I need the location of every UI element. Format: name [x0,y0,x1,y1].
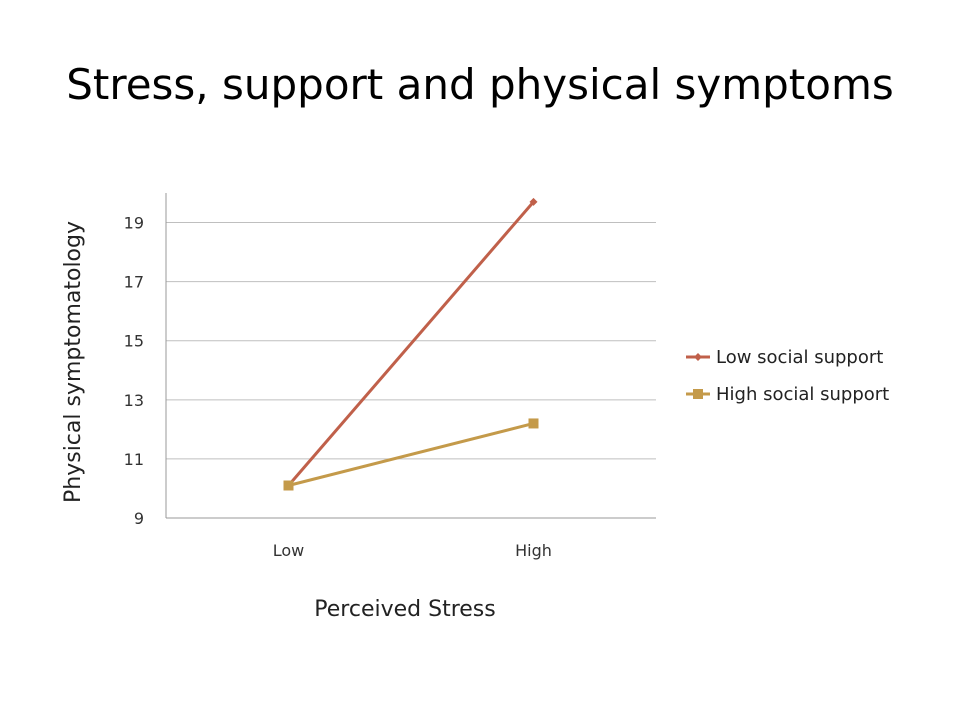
y-tick-labels: 9 11 13 15 17 19 [124,214,144,528]
y-tick-label: 13 [124,391,144,410]
axes [165,193,656,519]
x-tick-label: Low [273,541,305,560]
y-tick-label: 17 [124,273,144,292]
legend: Low social support High social support [686,347,889,405]
y-tick-label: 15 [124,332,144,351]
x-tick-label: High [515,541,552,560]
legend-marker-2 [693,389,703,399]
series-line-2 [288,422,534,487]
data-point-series-1 [529,197,538,206]
series-group [283,197,539,491]
data-point-series-2 [283,480,294,491]
gridlines [166,222,656,460]
y-tick-label: 11 [124,450,144,469]
legend-marker-1 [694,353,702,361]
y-axis-title: Physical symptomatology [61,221,86,503]
series-line-1 [287,200,535,487]
x-axis-title: Perceived Stress [314,597,495,622]
legend-label-1: Low social support [716,347,883,368]
slide-title: Stress, support and physical symptoms [66,60,894,109]
y-tick-label: 19 [124,214,144,233]
y-tick-label: 9 [134,509,144,528]
data-point-series-2 [528,418,539,429]
x-tick-labels: Low High [273,541,552,560]
legend-label-2: High social support [716,384,889,405]
